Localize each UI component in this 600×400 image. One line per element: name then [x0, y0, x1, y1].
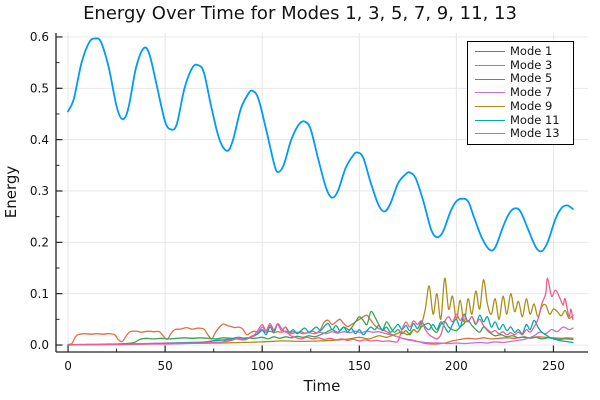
legend-item-mode-7: Mode 7	[475, 86, 569, 100]
y-tick-label-0.5: 0.5	[30, 81, 49, 95]
legend: Mode 1 Mode 3 Mode 5 Mode 7 Mode 9 Mode 11 Mod…	[467, 41, 574, 145]
legend-line-swatch-mode-5	[475, 78, 505, 80]
y-tick-label-0.2: 0.2	[30, 236, 49, 250]
series-line-mode-9	[67, 277, 574, 346]
x-tick-label-100: 100	[251, 359, 274, 373]
series-lines	[67, 37, 574, 346]
chart-title: Energy Over Time for Modes 1, 3, 5, 7, 9…	[83, 3, 517, 24]
x-tick-label-50: 50	[157, 359, 172, 373]
legend-label-mode-1: Mode 1	[510, 44, 553, 59]
legend-line-swatch-mode-13	[475, 133, 505, 135]
series-line-mode-3	[67, 314, 574, 346]
legend-item-mode-5: Mode 5	[475, 72, 569, 86]
legend-line-swatch-mode-7	[475, 92, 505, 94]
legend-label-mode-9: Mode 9	[510, 98, 553, 113]
legend-item-mode-9: Mode 9	[475, 100, 569, 114]
legend-line-swatch-mode-3	[475, 65, 505, 67]
y-tick-label-0.1: 0.1	[30, 287, 49, 301]
legend-item-mode-11: Mode 11	[475, 113, 569, 127]
y-tick-label-0.3: 0.3	[30, 184, 49, 198]
series-line-mode-5	[67, 310, 574, 346]
legend-label-mode-11: Mode 11	[510, 112, 560, 127]
x-tick-label-0: 0	[64, 359, 72, 373]
series-line-mode-1	[67, 37, 574, 253]
y-tick-label-0.0: 0.0	[30, 338, 49, 352]
y-tick-label-0.6: 0.6	[30, 30, 49, 44]
legend-item-mode-13: Mode 13	[475, 127, 569, 141]
legend-item-mode-3: Mode 3	[475, 59, 569, 73]
x-axis-label: Time	[303, 377, 341, 395]
legend-label-mode-13: Mode 13	[510, 126, 560, 141]
legend-item-mode-1: Mode 1	[475, 45, 569, 59]
x-tick-label-150: 150	[348, 359, 371, 373]
legend-line-swatch-mode-9	[475, 106, 505, 108]
legend-line-swatch-mode-1	[475, 51, 505, 53]
legend-label-mode-3: Mode 3	[510, 57, 553, 72]
series-line-mode-11	[67, 313, 574, 346]
series-line-mode-13	[67, 277, 574, 346]
y-tick-label-0.4: 0.4	[30, 133, 49, 147]
x-tick-label-250: 250	[542, 359, 565, 373]
x-axis: 0 50 100 150 200 250	[56, 345, 588, 373]
series-line-mode-7	[67, 322, 574, 346]
y-axis: 0.0 0.1 0.2 0.3 0.4 0.5 0.6	[30, 30, 63, 352]
x-tick-label-200: 200	[445, 359, 468, 373]
y-axis-label: Energy	[2, 165, 20, 219]
legend-label-mode-7: Mode 7	[510, 85, 553, 100]
legend-line-swatch-mode-11	[475, 119, 505, 121]
legend-label-mode-5: Mode 5	[510, 71, 553, 86]
